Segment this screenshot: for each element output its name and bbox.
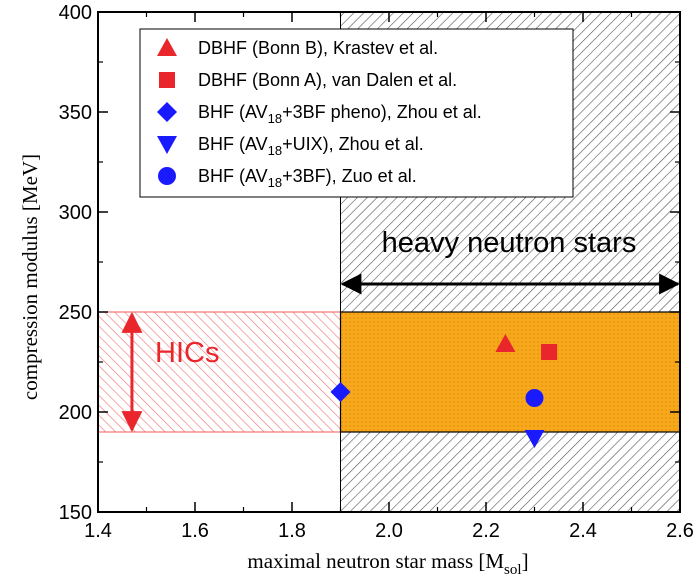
y-axis-title: compression modulus [MeV] (18, 154, 42, 400)
legend-entry: DBHF (Bonn B), Krastev et al. (198, 38, 438, 58)
x-tick-label: 1.8 (278, 520, 306, 542)
legend-entry: BHF (AV18+UIX), Zhou et al. (198, 134, 424, 158)
x-tick-label: 2.2 (472, 520, 500, 542)
legend-marker-circle (158, 167, 176, 185)
data-point-circle (525, 389, 544, 407)
annotation-arrows (121, 273, 681, 433)
hics-label: HICs (155, 337, 219, 369)
data-point-diamond (330, 382, 351, 402)
y-tick-label: 350 (59, 102, 92, 124)
region-labels: heavy neutron stars HICs (155, 227, 636, 369)
x-tick-label: 2.4 (569, 520, 597, 542)
legend-box (139, 28, 574, 198)
y-tick-label: 150 (59, 502, 92, 524)
y-tick-label: 250 (59, 302, 92, 324)
tick-labels: 1.4 1.6 1.8 2.0 2.2 2.4 2.6 150 200 250 300 350 400 (59, 2, 694, 542)
data-point-triangle-down (524, 430, 545, 448)
legend-marker-square (159, 72, 175, 88)
x-axis-title: maximal neutron star mass [Msol] (247, 549, 528, 578)
x-tick-label: 2.0 (375, 520, 403, 542)
y-tick-label: 200 (59, 402, 92, 424)
axis-ticks (97, 11, 681, 513)
x-tick-label: 1.6 (181, 520, 209, 542)
legend: DBHF (Bonn B), Krastev et al. DBHF (Bonn … (139, 28, 574, 198)
heavy-neutron-stars-label: heavy neutron stars (382, 227, 637, 259)
x-tick-label: 1.4 (84, 520, 112, 542)
legend-entry: DBHF (Bonn A), van Dalen et al. (198, 70, 457, 90)
legend-entry: BHF (AV18+3BF), Zuo et al. (198, 166, 417, 190)
region-red-hatch (97, 311, 341, 433)
data-point-triangle-up (495, 334, 516, 352)
y-tick-label: 400 (59, 2, 92, 24)
region-orange-dots (339, 311, 681, 433)
legend-marker-diamond (157, 102, 177, 122)
x-tick-label: 2.6 (666, 520, 694, 542)
legend-marker-triangle-up (157, 38, 177, 56)
y-tick-label: 300 (59, 202, 92, 224)
legend-marker-triangle-down (157, 136, 177, 154)
legend-entry: BHF (AV18+3BF pheno), Zhou et al. (198, 102, 482, 126)
data-points (330, 334, 558, 448)
data-point-square (541, 344, 558, 360)
